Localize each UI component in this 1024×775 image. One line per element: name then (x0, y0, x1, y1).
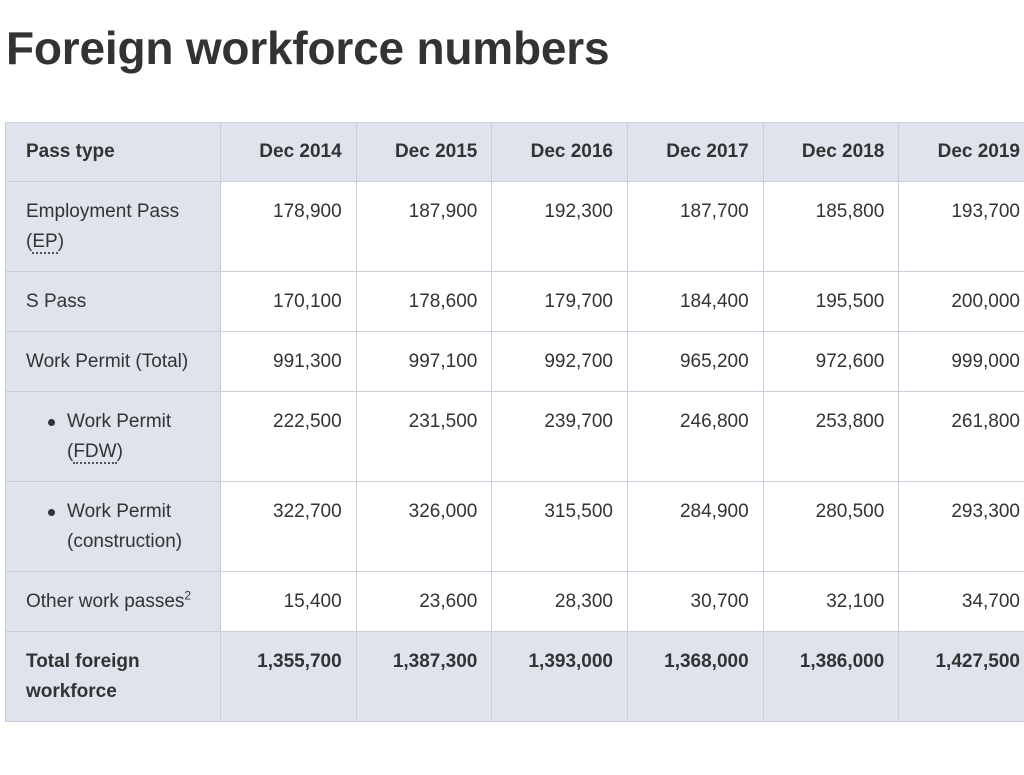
table-cell: 200,000 (898, 271, 1024, 332)
bullet-icon (48, 509, 55, 516)
table-row: S Pass 170,100 178,600 179,700 184,400 1… (4, 271, 1024, 332)
table-cell: 1,368,000 (627, 631, 764, 722)
table-cell: 30,700 (627, 571, 764, 632)
table-cell: 972,600 (762, 331, 900, 392)
table-cell: 253,800 (762, 391, 900, 482)
header-year: Dec 2016 (491, 122, 628, 182)
abbreviation[interactable]: EP (32, 231, 58, 254)
table-cell: 284,900 (627, 481, 764, 572)
table-row: Work Permit (Total) 991,300 997,100 992,… (4, 331, 1024, 392)
header-year: Dec 2019 (898, 122, 1024, 182)
table-cell: 192,300 (491, 181, 628, 272)
table-cell: 992,700 (491, 331, 628, 392)
row-label: Other work passes2 (4, 571, 222, 632)
table-cell: 179,700 (491, 271, 628, 332)
table-cell: 239,700 (491, 391, 628, 482)
bullet-icon (48, 419, 55, 426)
row-label: S Pass (4, 271, 222, 332)
table-row: Employment Pass (EP) 178,900 187,900 192… (4, 181, 1024, 272)
table-cell: 187,700 (627, 181, 764, 272)
row-label: Employment Pass (EP) (4, 181, 222, 272)
table-cell: 991,300 (220, 331, 357, 392)
footnote-marker: 2 (184, 588, 192, 603)
table-cell: 326,000 (355, 481, 493, 572)
table-cell: 170,100 (220, 271, 357, 332)
table-cell: 1,386,000 (762, 631, 900, 722)
table-cell: 1,427,500 (898, 631, 1024, 722)
row-label: Total foreign workforce (4, 631, 222, 722)
table-cell: 322,700 (220, 481, 357, 572)
table-cell: 15,400 (220, 571, 357, 632)
table-row: Other work passes2 15,400 23,600 28,300 … (4, 571, 1024, 632)
table-cell: 222,500 (220, 391, 357, 482)
table-cell: 315,500 (491, 481, 628, 572)
header-year: Dec 2018 (762, 122, 900, 182)
table-cell: 280,500 (762, 481, 900, 572)
header-pass-type: Pass type (4, 122, 222, 182)
row-label: Work Permit (construction) (4, 481, 222, 572)
header-year: Dec 2014 (220, 122, 357, 182)
table-cell: 184,400 (627, 271, 764, 332)
table-cell: 193,700 (898, 181, 1024, 272)
table-cell: 965,200 (627, 331, 764, 392)
table-cell: 195,500 (762, 271, 900, 332)
table-cell: 187,900 (355, 181, 493, 272)
table-cell: 999,000 (898, 331, 1024, 392)
row-label: Work Permit (Total) (4, 331, 222, 392)
foreign-workforce-table: Pass type Dec 2014 Dec 2015 Dec 2016 Dec… (4, 122, 1024, 722)
table-row: Work Permit (construction) 322,700 326,0… (4, 481, 1024, 572)
table-cell: 246,800 (627, 391, 764, 482)
table-cell: 34,700 (898, 571, 1024, 632)
table-cell: 32,100 (762, 571, 900, 632)
table-cell: 23,600 (355, 571, 493, 632)
table-cell: 231,500 (355, 391, 493, 482)
header-year: Dec 2017 (627, 122, 764, 182)
table-cell: 1,387,300 (355, 631, 493, 722)
table-cell: 997,100 (355, 331, 493, 392)
row-label: Work Permit (FDW) (4, 391, 222, 482)
table-cell: 178,600 (355, 271, 493, 332)
page-title: Foreign workforce numbers (6, 22, 610, 74)
header-year: Dec 2015 (355, 122, 493, 182)
table-cell: 178,900 (220, 181, 357, 272)
table-cell: 1,393,000 (491, 631, 628, 722)
table-cell: 28,300 (491, 571, 628, 632)
table-cell: 185,800 (762, 181, 900, 272)
table-cell: 1,355,700 (220, 631, 357, 722)
table-cell: 261,800 (898, 391, 1024, 482)
table-cell: 293,300 (898, 481, 1024, 572)
table-row: Work Permit (FDW) 222,500 231,500 239,70… (4, 391, 1024, 482)
abbreviation[interactable]: FDW (73, 441, 117, 464)
table-header-row: Pass type Dec 2014 Dec 2015 Dec 2016 Dec… (4, 122, 1024, 182)
total-row: Total foreign workforce 1,355,700 1,387,… (4, 631, 1024, 722)
